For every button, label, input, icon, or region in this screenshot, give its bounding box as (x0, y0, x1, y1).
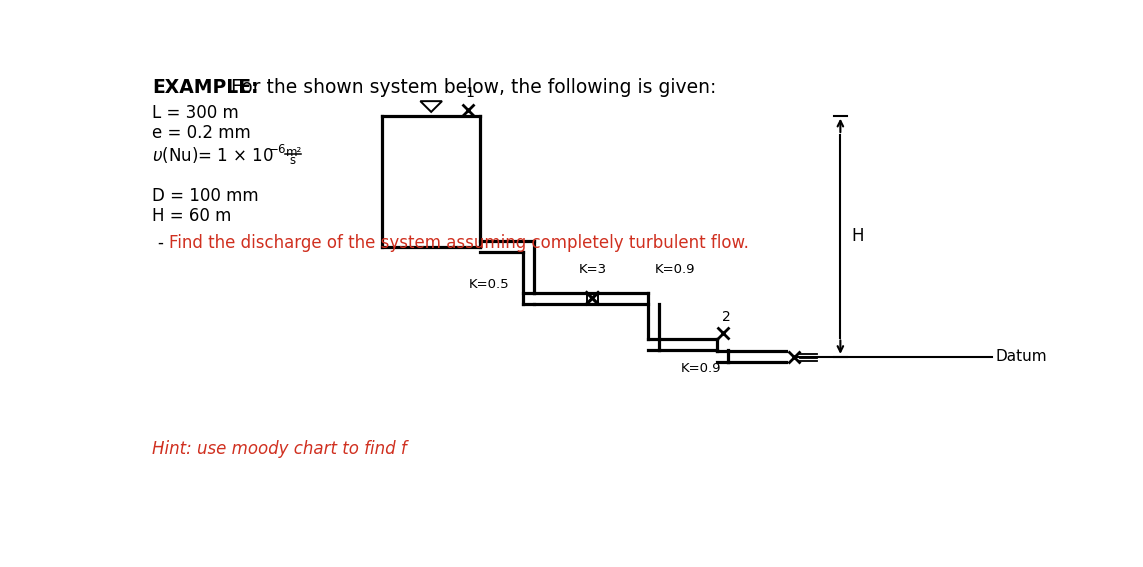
Text: For the shown system below, the following is given:: For the shown system below, the followin… (225, 78, 717, 97)
Text: EXAMPLE:: EXAMPLE: (152, 78, 258, 97)
Text: s: s (289, 154, 296, 167)
Text: K=0.9: K=0.9 (655, 263, 696, 276)
Text: H = 60 m: H = 60 m (152, 208, 232, 226)
Text: K=0.5: K=0.5 (469, 278, 510, 291)
Text: $\upsilon$(Nu)= 1 × 10: $\upsilon$(Nu)= 1 × 10 (152, 145, 274, 165)
Text: Datum: Datum (996, 349, 1047, 364)
Text: 2: 2 (722, 310, 730, 324)
Text: L = 300 m: L = 300 m (152, 104, 239, 122)
Text: D = 100 mm: D = 100 mm (152, 187, 258, 205)
Text: K=0.9: K=0.9 (680, 362, 721, 375)
Text: H: H (852, 227, 864, 246)
Text: m²: m² (286, 146, 302, 159)
Text: Find the discharge of the system assuming completely turbulent flow.: Find the discharge of the system assumin… (169, 234, 749, 252)
Text: K=3: K=3 (578, 263, 607, 276)
Text: -: - (157, 234, 162, 252)
Text: 1: 1 (465, 86, 474, 100)
Text: $-6$: $-6$ (269, 143, 287, 156)
Text: Hint: use moody chart to find f: Hint: use moody chart to find f (152, 441, 407, 459)
Text: e = 0.2 mm: e = 0.2 mm (152, 124, 251, 142)
